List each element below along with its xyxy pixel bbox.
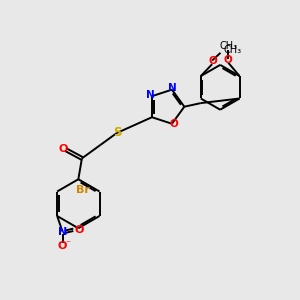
Text: O: O — [75, 225, 84, 235]
Text: O: O — [58, 143, 68, 154]
Text: CH₃: CH₃ — [224, 45, 242, 56]
Text: ⁻: ⁻ — [65, 240, 70, 250]
Text: O: O — [169, 119, 178, 129]
Text: CH₃: CH₃ — [219, 41, 237, 51]
Text: N: N — [168, 83, 176, 93]
Text: N: N — [58, 227, 68, 237]
Text: O: O — [58, 242, 67, 251]
Text: O: O — [208, 56, 217, 66]
Text: O: O — [224, 55, 233, 65]
Text: Br: Br — [76, 185, 90, 195]
Text: S: S — [113, 126, 122, 139]
Text: N: N — [146, 90, 154, 100]
